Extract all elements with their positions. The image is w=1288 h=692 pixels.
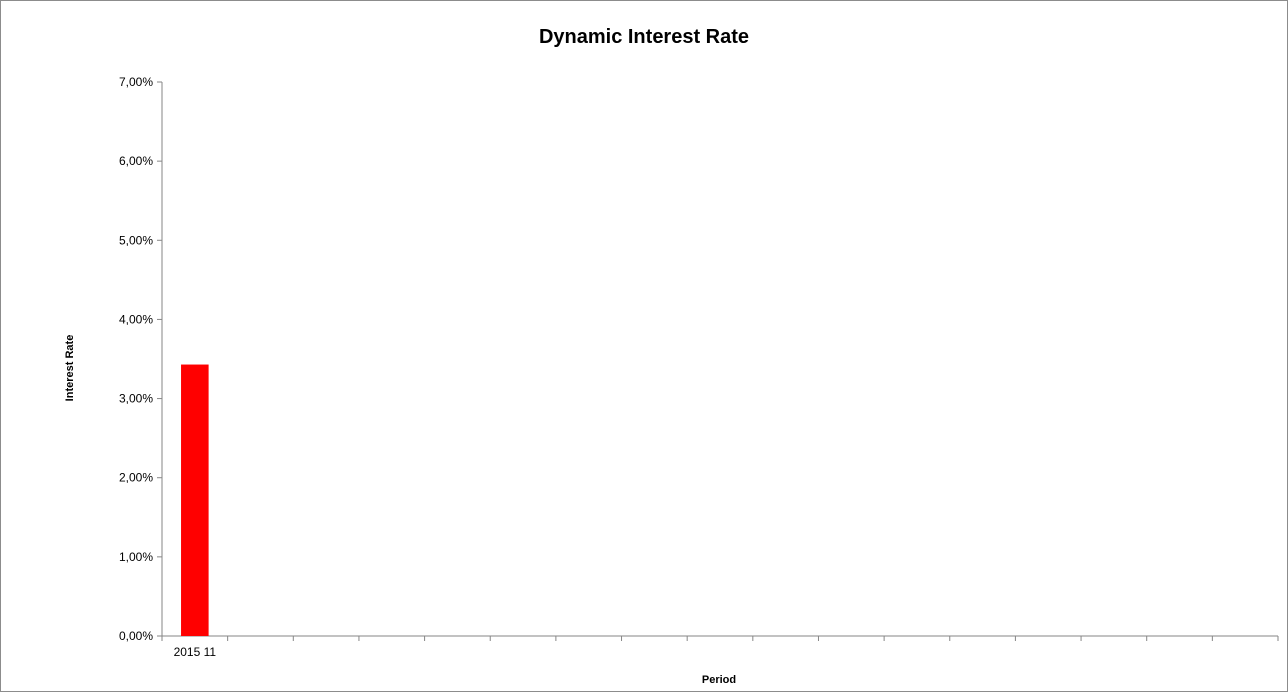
chart-title: Dynamic Interest Rate xyxy=(539,26,749,48)
y-tick-label: 1,00% xyxy=(119,550,153,564)
bar xyxy=(181,364,209,636)
y-tick-label: 3,00% xyxy=(119,392,153,406)
x-tick-label: 2015 11 xyxy=(174,645,217,659)
y-tick-label: 5,00% xyxy=(119,233,153,247)
y-tick-label: 2,00% xyxy=(119,471,153,485)
y-tick-label: 6,00% xyxy=(119,154,153,168)
y-axis-title: Interest Rate xyxy=(64,335,76,402)
x-axis-title: Period xyxy=(702,674,736,686)
plot-area: 0,00% 1,00% 2,00% 3,00% 4,00% 5,00% 6,00% 7,00%… xyxy=(119,75,1279,659)
y-tick-label: 0,00% xyxy=(119,629,153,643)
y-tick-label: 4,00% xyxy=(119,312,153,326)
y-tick-label: 7,00% xyxy=(119,75,153,89)
